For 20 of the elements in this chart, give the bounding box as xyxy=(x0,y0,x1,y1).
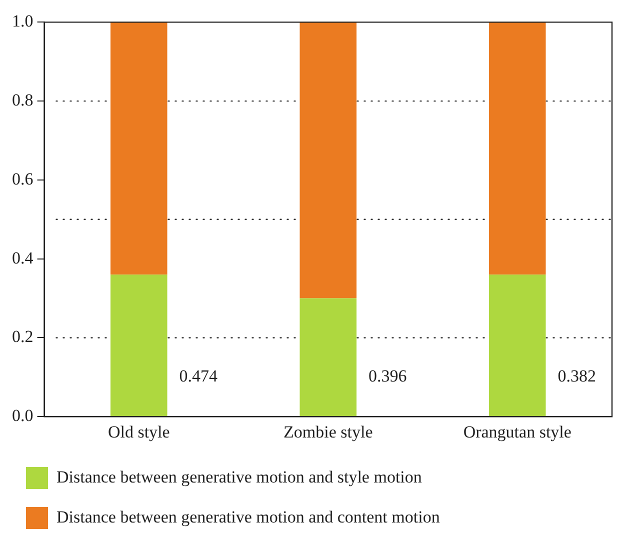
y-tick-label: 0.8 xyxy=(12,90,34,110)
y-tick-label: 0.0 xyxy=(12,406,34,426)
y-tick-label: 0.2 xyxy=(12,327,34,346)
bar xyxy=(110,274,168,416)
annotation: 0.382 xyxy=(558,366,596,386)
annotation: 0.396 xyxy=(368,366,407,386)
legend-label: Distance between generative motion and content motion xyxy=(56,507,440,526)
bar xyxy=(488,274,546,416)
x-tick-label: Orangutan style xyxy=(463,422,572,442)
x-tick-label: Zombie style xyxy=(284,422,373,442)
y-tick-label: 1.0 xyxy=(12,12,34,31)
bar xyxy=(110,22,168,275)
y-tick-label: 0.4 xyxy=(12,248,34,268)
annotation: 0.474 xyxy=(179,366,218,386)
legend-label: Distance between generative motion and style motion xyxy=(56,467,422,486)
bar xyxy=(300,22,357,298)
bar xyxy=(488,22,546,275)
x-tick-label: Old style xyxy=(108,422,170,442)
y-tick-label: 0.6 xyxy=(12,169,34,188)
bar xyxy=(300,298,357,416)
